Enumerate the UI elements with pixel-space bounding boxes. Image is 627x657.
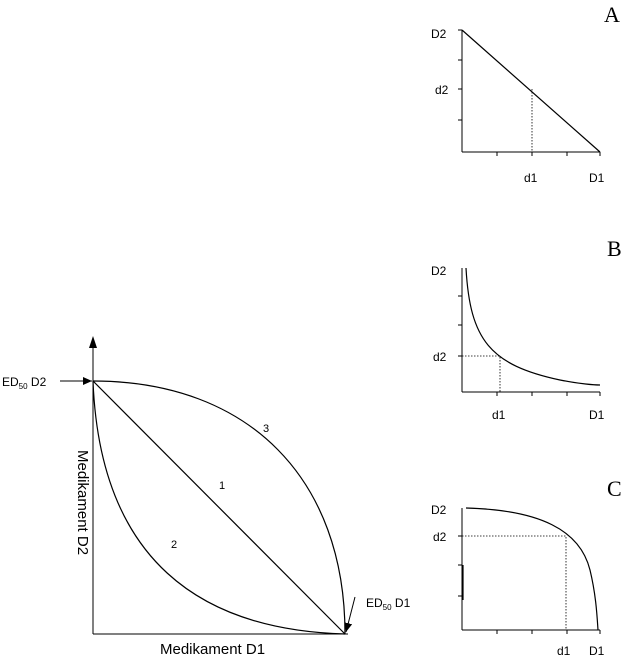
- panel-b-d2-top: D2: [431, 264, 447, 278]
- panel-b-letter: B: [607, 236, 622, 261]
- ed50-d1-arrow: [344, 596, 356, 633]
- panel-b-guide: [462, 355, 501, 392]
- panel-a: A D2 d2 d1 D1: [431, 2, 620, 185]
- panel-a-ticks: [458, 29, 601, 156]
- curve-3-antagonism: [92, 380, 346, 635]
- ed50-d1-label: ED50 D1: [366, 596, 411, 612]
- curve-1-label: 1: [219, 480, 225, 492]
- curve-2-label: 2: [171, 539, 177, 551]
- curve-2-synergy: [92, 380, 346, 635]
- panel-c-ticks: [458, 535, 601, 634]
- panel-a-d1-end: D1: [589, 171, 605, 185]
- panel-b-ticks: [458, 295, 601, 396]
- panel-c-letter: C: [607, 476, 622, 501]
- panel-c-d1-mid: d1: [557, 644, 571, 657]
- main-isobologram: 1 2 3 ED50 D2 ED50 D1 Medikament D1 Medi…: [2, 336, 411, 657]
- panel-b-isobole-curve: [465, 267, 601, 386]
- panel-b-d2-mid: d2: [433, 350, 447, 364]
- panel-a-letter: A: [604, 2, 620, 27]
- panel-b-d1-mid: d1: [492, 408, 506, 422]
- panel-b: B D2 d2 d1 D1: [431, 236, 622, 422]
- panel-c-d2-top: D2: [431, 503, 447, 517]
- main-x-axis-title: Medikament D1: [160, 641, 265, 657]
- panel-a-d1-mid: d1: [524, 171, 538, 185]
- panel-c-guide: [462, 535, 567, 630]
- panel-a-d2-mid: d2: [435, 83, 449, 97]
- panel-c-d2-mid: d2: [433, 530, 447, 544]
- panel-c: C D2 d2 d1 D1: [431, 476, 622, 657]
- panel-a-d2-top: D2: [431, 27, 447, 41]
- main-y-axis-title: Medikament D2: [74, 450, 91, 555]
- curve-1-additive: [92, 380, 346, 635]
- ed50-d2-label: ED50 D2: [2, 375, 47, 391]
- main-y-axis-arrow: [89, 336, 97, 348]
- panel-a-isobole-line: [461, 29, 601, 153]
- curve-3-label: 3: [263, 423, 269, 435]
- panel-c-isobole-curve: [465, 507, 599, 631]
- panel-b-d1-end: D1: [589, 408, 605, 422]
- panel-c-d1-end: D1: [589, 644, 605, 657]
